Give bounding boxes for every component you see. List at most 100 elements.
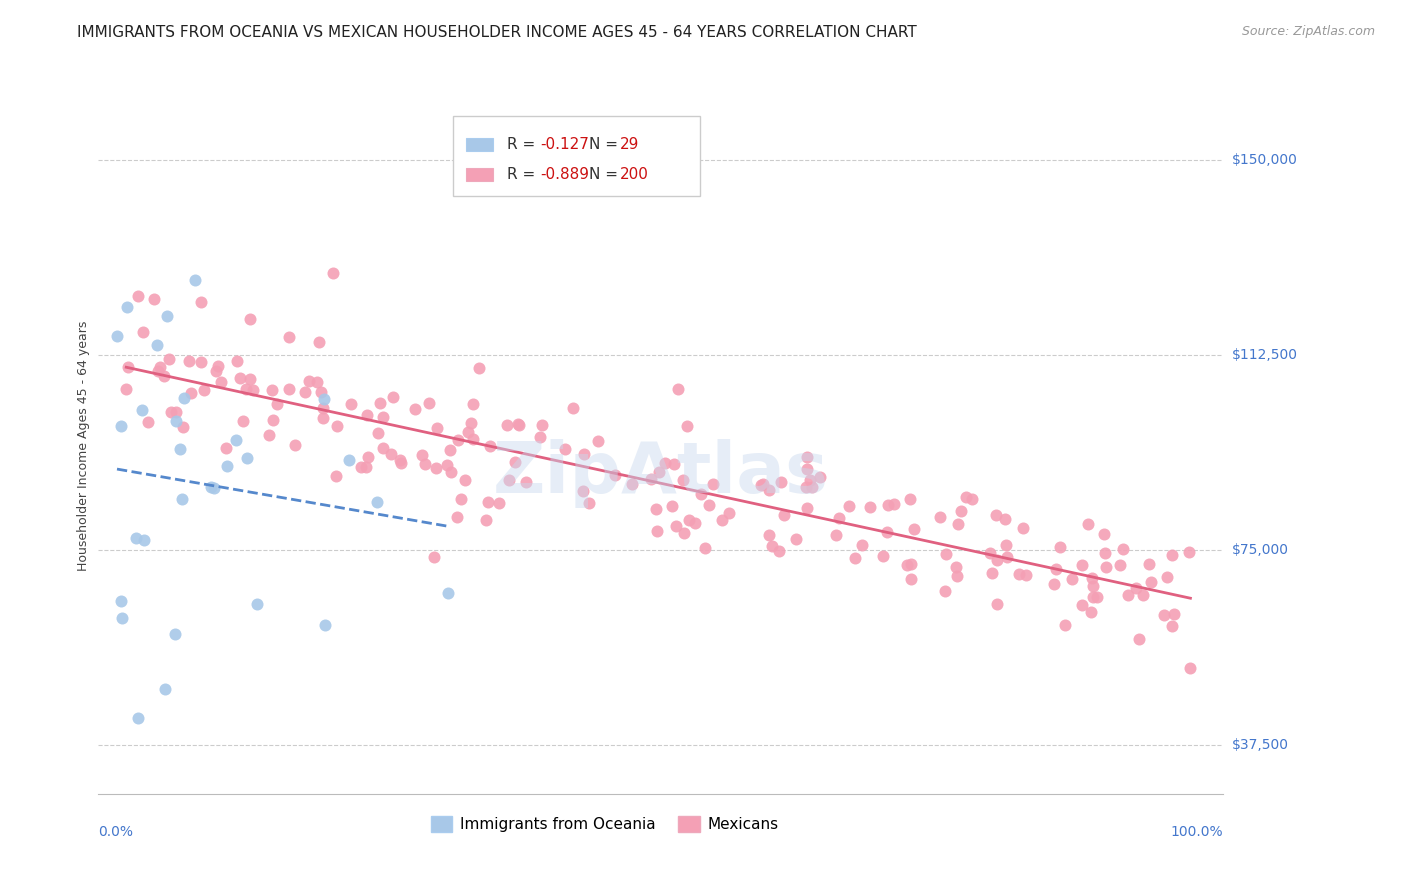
Point xyxy=(800,480,823,494)
Point xyxy=(496,417,519,432)
Point xyxy=(770,475,793,489)
Text: $150,000: $150,000 xyxy=(1232,153,1298,168)
Point xyxy=(236,451,259,466)
Point xyxy=(883,497,905,511)
Point xyxy=(239,372,262,386)
Point xyxy=(772,508,794,522)
Point xyxy=(1095,560,1118,574)
Point xyxy=(838,499,860,513)
Point xyxy=(165,405,187,419)
Point xyxy=(995,550,1018,565)
Point xyxy=(986,553,1008,567)
Point xyxy=(898,491,921,506)
Point xyxy=(828,511,851,525)
Point xyxy=(266,397,288,411)
Point xyxy=(262,413,284,427)
Point xyxy=(209,376,232,390)
Point xyxy=(477,495,499,509)
Text: R =: R = xyxy=(506,137,540,153)
Point xyxy=(311,411,333,425)
Point xyxy=(751,477,773,491)
Point xyxy=(928,509,950,524)
Point xyxy=(1180,661,1202,675)
Point xyxy=(825,528,848,542)
Point xyxy=(758,528,780,542)
FancyBboxPatch shape xyxy=(453,116,700,195)
Point xyxy=(1054,618,1077,632)
Point xyxy=(761,539,783,553)
Text: 200: 200 xyxy=(620,167,650,182)
Point xyxy=(900,572,922,586)
Point xyxy=(1008,567,1031,582)
Point xyxy=(314,617,336,632)
Point xyxy=(1042,577,1064,591)
Point xyxy=(515,475,537,489)
Point xyxy=(217,458,239,473)
Point xyxy=(172,492,194,507)
Point xyxy=(246,597,269,611)
Point xyxy=(851,538,873,552)
Point xyxy=(1137,557,1160,571)
Point xyxy=(640,472,662,486)
Point xyxy=(110,594,132,608)
Point xyxy=(586,434,609,448)
Point xyxy=(711,513,734,527)
Point xyxy=(572,484,595,499)
Point xyxy=(529,429,551,443)
Text: 29: 29 xyxy=(620,137,640,153)
Point xyxy=(326,419,349,434)
Point xyxy=(278,330,301,344)
Point xyxy=(155,681,177,696)
Point xyxy=(572,447,595,461)
Point xyxy=(380,447,402,461)
Point xyxy=(1128,632,1150,646)
Point xyxy=(1132,588,1154,602)
Point xyxy=(190,294,212,309)
Point xyxy=(695,541,717,556)
Point xyxy=(645,524,668,538)
Point xyxy=(796,501,818,516)
Point xyxy=(876,524,898,539)
Point xyxy=(768,543,790,558)
Point xyxy=(498,473,520,487)
Point xyxy=(115,382,138,396)
Point xyxy=(298,374,321,388)
Point xyxy=(844,550,866,565)
Point xyxy=(666,382,689,396)
Point xyxy=(690,486,713,500)
Point xyxy=(411,448,433,462)
Point xyxy=(426,420,449,434)
Point xyxy=(479,439,502,453)
Point xyxy=(1118,588,1140,602)
Point xyxy=(503,455,526,469)
Point xyxy=(530,417,553,432)
Point xyxy=(644,501,666,516)
Point xyxy=(105,328,128,343)
Point xyxy=(447,433,470,447)
Point xyxy=(339,397,361,411)
Text: $75,000: $75,000 xyxy=(1232,543,1288,557)
Point xyxy=(149,359,172,374)
Point xyxy=(146,364,169,378)
Point xyxy=(200,480,222,494)
Point xyxy=(1049,540,1071,554)
Text: IMMIGRANTS FROM OCEANIA VS MEXICAN HOUSEHOLDER INCOME AGES 45 - 64 YEARS CORRELA: IMMIGRANTS FROM OCEANIA VS MEXICAN HOUSE… xyxy=(77,25,917,40)
Point xyxy=(325,468,347,483)
Point xyxy=(225,433,247,447)
Point xyxy=(794,480,817,494)
Point xyxy=(949,504,972,518)
Point xyxy=(995,538,1018,552)
Point xyxy=(561,401,583,416)
Point xyxy=(661,499,683,513)
Point xyxy=(278,382,301,396)
Point xyxy=(1080,606,1102,620)
Point xyxy=(311,401,333,416)
Point xyxy=(207,359,229,373)
Point xyxy=(877,499,900,513)
Text: Source: ZipAtlas.com: Source: ZipAtlas.com xyxy=(1241,25,1375,38)
Point xyxy=(423,549,446,564)
Y-axis label: Householder Income Ages 45 - 64 years: Householder Income Ages 45 - 64 years xyxy=(77,321,90,571)
Point xyxy=(215,442,238,456)
Point xyxy=(672,473,695,487)
Point xyxy=(955,490,977,504)
